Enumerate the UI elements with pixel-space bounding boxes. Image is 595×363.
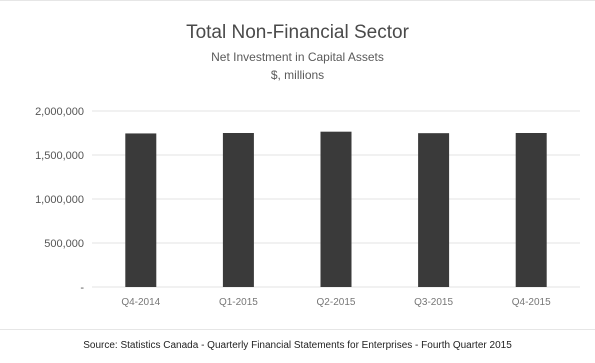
y-tick-label: 1,000,000 [35, 194, 84, 206]
bar [222, 133, 254, 287]
y-tick-label: 2,000,000 [35, 106, 84, 118]
x-tick-label: Q3-2015 [414, 297, 453, 308]
x-tick-label: Q1-2015 [219, 297, 258, 308]
y-tick-label: - [80, 282, 84, 294]
x-tick-label: Q2-2015 [317, 297, 356, 308]
chart-frame [0, 0, 595, 330]
bars [125, 131, 547, 287]
x-tick-label: Q4-2014 [121, 297, 160, 308]
y-tick-label: 500,000 [44, 238, 84, 250]
chart-title: Total Non-Financial Sector [186, 22, 409, 43]
y-tick-label: 1,500,000 [35, 150, 84, 162]
bar [320, 131, 352, 287]
chart-unit-label: $, millions [270, 68, 325, 82]
bar [515, 133, 547, 287]
bar-chart: - 500,000 1,000,000 1,500,000 2,000,000 Q4-2… [35, 106, 580, 308]
chart-subtitle: Net Investment in Capital Assets [211, 50, 384, 64]
bar [125, 133, 157, 287]
x-axis-tick-labels: Q4-2014 Q1-2015 Q2-2015 Q3-2015 Q4-2015 [121, 297, 551, 308]
bar [418, 133, 450, 287]
y-axis-tick-labels: - 500,000 1,000,000 1,500,000 2,000,000 [35, 106, 84, 294]
x-tick-label: Q4-2015 [512, 297, 551, 308]
source-note: Source: Statistics Canada - Quarterly Fi… [83, 340, 512, 351]
